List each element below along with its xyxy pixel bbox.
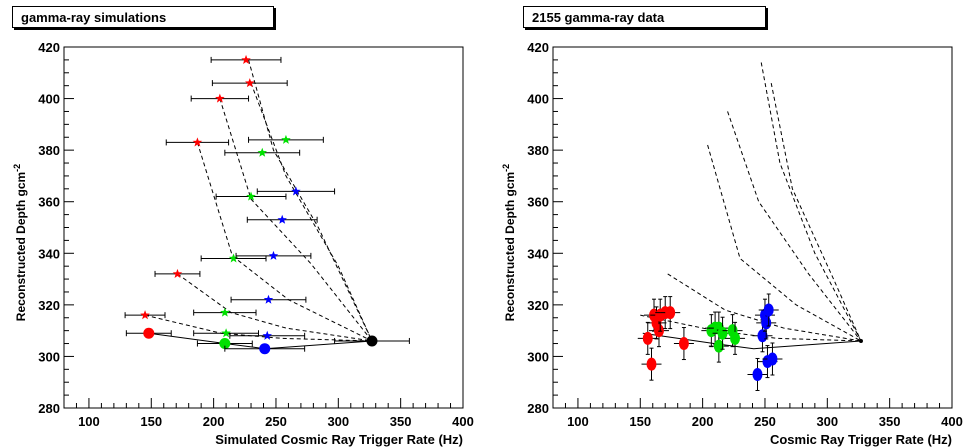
chart-title: gamma-ray simulations [12,6,274,28]
chart-plot-data: 100 150 200 250 300 350 400 280 300 320 340 360 380 4… [501,40,963,447]
y-axis-label: Reconstructed Depth gcm-2 [501,164,517,321]
chart-panel-simulations: gamma-ray simulations 100 150 200 250 300 350… [0,0,488,448]
y-tick-label: 280 [527,401,549,416]
data-point-marker [717,326,728,340]
end-point-marker [858,338,863,343]
dashed-track-line [760,62,862,342]
dashed-track-line [196,142,373,342]
chart-title: 2155 gamma-ray data [523,6,766,28]
star-marker [192,137,203,147]
y-tick-label: 320 [38,298,60,313]
y-tick-label: 420 [527,40,549,55]
x-tick-label: 400 [452,414,474,429]
x-tick-label: 200 [692,414,714,429]
data-point-marker [730,331,741,345]
y-tick-label: 380 [38,143,60,158]
star-marker [220,307,230,317]
x-tick-label: 250 [754,414,776,429]
solid-connect-line [642,332,862,350]
star-marker [277,214,287,224]
data-point-marker [767,352,778,366]
star-marker [257,147,268,157]
plot-frame [552,46,953,409]
chart-panel-data: 2155 gamma-ray data 100 150 200 250 300 350 40… [489,0,977,448]
x-tick-label: 350 [390,414,412,429]
y-axis-label-superscript: -2 [12,164,22,172]
circle-marker [219,338,231,350]
dashed-track-line [248,59,373,342]
x-tick-label: 150 [140,414,162,429]
y-tick-label: 300 [38,349,60,364]
x-tick-label: 350 [879,414,901,429]
data-point-marker [678,337,689,351]
y-tick-label: 340 [527,246,549,261]
x-axis-label: Simulated Cosmic Ray Trigger Rate (Hz) [215,432,463,447]
y-tick-label: 280 [38,401,60,416]
y-tick-label: 320 [527,298,549,313]
dashed-track-line [219,98,373,342]
circle-marker [143,327,155,339]
x-tick-label: 200 [203,414,225,429]
star-marker [221,328,231,338]
circle-marker [366,335,378,347]
x-tick-label: 150 [629,414,651,429]
data-point-marker [761,316,772,330]
data-point-marker [752,367,763,381]
star-marker [245,78,255,88]
y-tick-label: 340 [38,246,60,261]
data-point-marker [642,331,653,345]
data-point-marker [653,324,664,338]
star-marker [215,93,225,103]
chart-plot-simulations: 100 150 200 250 300 350 400 280 300 320 340 360 380 4… [12,40,474,447]
y-tick-label: 300 [527,349,549,364]
y-tick-label: 360 [527,195,549,210]
star-marker [241,54,251,64]
x-tick-label: 100 [567,414,589,429]
y-tick-label: 380 [527,143,549,158]
star-marker [246,191,256,201]
x-tick-label: 300 [816,414,838,429]
dashed-track-line [177,273,373,342]
dashed-track-line [640,314,861,342]
star-marker [263,294,274,304]
star-marker [140,310,150,320]
dashed-track-line [727,111,862,342]
x-axis-label: Cosmic Ray Trigger Rate (Hz) [770,432,952,447]
star-marker [268,250,279,260]
star-marker [281,134,291,144]
y-axis-label-superscript: -2 [501,164,511,172]
data-point-marker [646,357,657,371]
solid-connect-line [148,332,373,350]
dashed-track-line [770,83,862,342]
x-tick-label: 100 [78,414,100,429]
y-tick-label: 360 [38,195,60,210]
dashed-track-line [707,144,862,342]
x-tick-label: 400 [941,414,963,429]
circle-marker [259,343,271,355]
y-axis-label: Reconstructed Depth gcm-2 [12,164,28,321]
dashed-track-line [667,273,862,342]
y-tick-label: 400 [527,92,549,107]
star-marker [172,268,183,278]
data-point-marker [763,303,774,317]
star-marker [291,186,301,196]
star-marker [262,330,272,340]
dashed-track-line [250,82,373,342]
y-tick-label: 400 [38,92,60,107]
data-point-marker [665,306,676,320]
x-tick-label: 250 [265,414,287,429]
x-tick-label: 300 [327,414,349,429]
y-tick-label: 420 [38,40,60,55]
star-marker [228,253,239,263]
